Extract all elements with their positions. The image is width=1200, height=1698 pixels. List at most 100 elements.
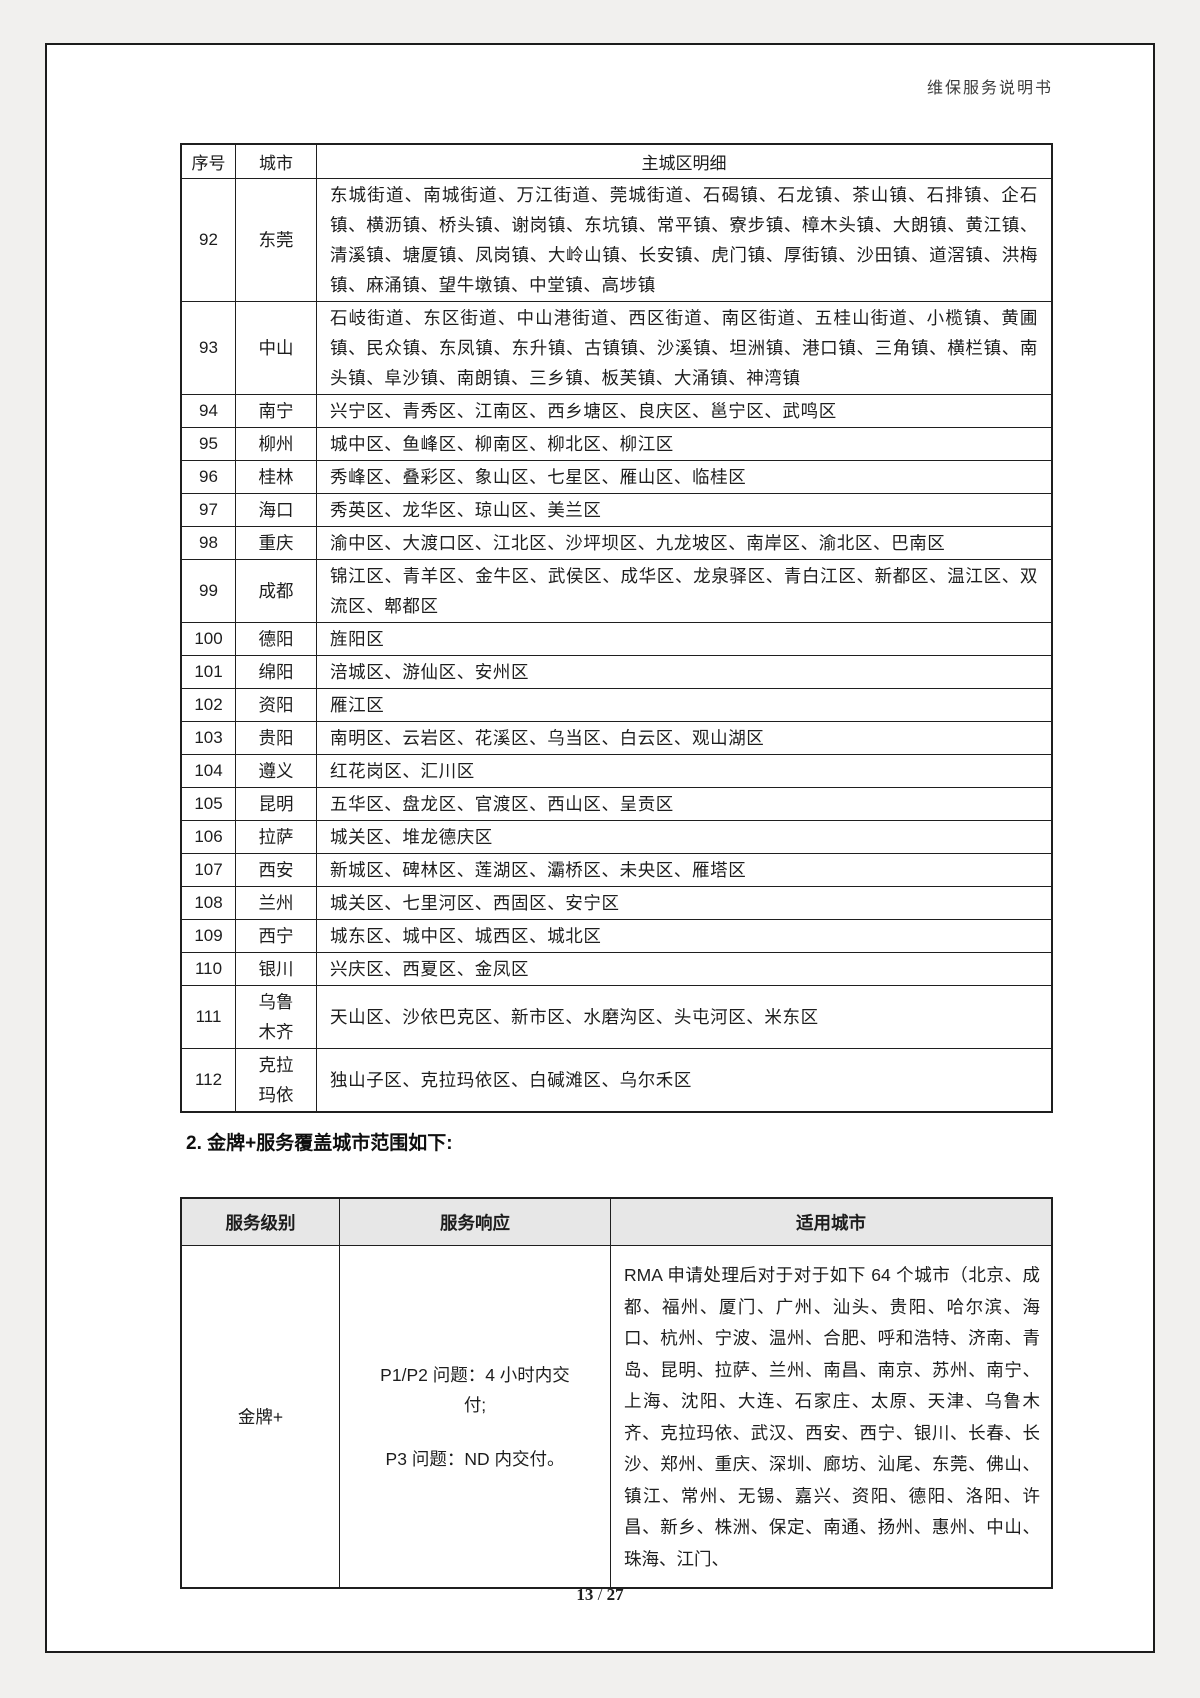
city-cell: 西宁 [235,919,317,953]
serial-cell: 107 [180,853,236,887]
column-header-service-level: 服务级别 [180,1197,340,1246]
table-row: 111 乌鲁木齐 天山区、沙依巴克区、新市区、水磨沟区、头屯河区、米东区 [180,985,1053,1049]
city-cell: 成都 [235,559,317,623]
serial-cell: 101 [180,655,236,689]
serial-cell: 111 [180,985,236,1049]
districts-cell: 兴宁区、青秀区、江南区、西乡塘区、良庆区、邕宁区、武鸣区 [316,394,1053,428]
table-row: 109 西宁 城东区、城中区、城西区、城北区 [180,919,1053,953]
response-p1p2: P1/P2 问题：4 小时内交付; [380,1364,570,1415]
column-header-no: 序号 [180,143,236,179]
table-row: 107 西安 新城区、碑林区、莲湖区、灞桥区、未央区、雁塔区 [180,853,1053,887]
section-heading: 2. 金牌+服务覆盖城市范围如下: [186,1133,453,1154]
service-level-cell: 金牌+ [180,1245,340,1589]
city-cell: 德阳 [235,622,317,656]
districts-cell: 秀峰区、叠彩区、象山区、七星区、雁山区、临桂区 [316,460,1053,494]
city-districts-table: 序号 城市 主城区明细 92 东莞 东城街道、南城街道、万江街道、莞城街道、石碣镇、… [180,143,1053,1113]
city-cell: 贵阳 [235,721,317,755]
serial-cell: 109 [180,919,236,953]
page-separator: / [597,1585,603,1604]
table-row: 94 南宁 兴宁区、青秀区、江南区、西乡塘区、良庆区、邕宁区、武鸣区 [180,394,1053,428]
table-row: 96 桂林 秀峰区、叠彩区、象山区、七星区、雁山区、临桂区 [180,460,1053,494]
city-cell: 银川 [235,952,317,986]
districts-cell: 旌阳区 [316,622,1053,656]
response-p3: P3 问题：ND 内交付。 [385,1448,565,1469]
table-row: 101 绵阳 涪城区、游仙区、安州区 [180,655,1053,689]
city-cell: 东莞 [235,178,317,302]
districts-cell: 锦江区、青羊区、金牛区、武侯区、成华区、龙泉驿区、青白江区、新都区、温江区、双流… [316,559,1053,623]
header-row: 服务级别 服务响应 适用城市 [180,1197,1053,1246]
city-cell: 重庆 [235,526,317,560]
page-total: 27 [606,1585,624,1604]
districts-cell: 红花岗区、汇川区 [316,754,1053,788]
serial-cell: 106 [180,820,236,854]
city-cell: 遵义 [235,754,317,788]
city-cell: 拉萨 [235,820,317,854]
applicable-cities-cell: RMA 申请处理后对于对于如下 64 个城市（北京、成都、福州、厦门、广州、汕头… [610,1245,1053,1589]
city-districts-table-header: 序号 城市 主城区明细 [180,143,1053,179]
city-cell: 乌鲁木齐 [235,985,317,1049]
page-number: 13 / 27 [0,1585,1200,1605]
serial-cell: 99 [180,559,236,623]
service-response-cell: P1/P2 问题：4 小时内交付; P3 问题：ND 内交付。 [339,1245,611,1589]
table-row: 93 中山 石岐街道、东区街道、中山港街道、西区街道、南区街道、五桂山街道、小榄镇、… [180,301,1053,395]
document-title: 维保服务说明书 [926,80,1053,97]
city-cell: 南宁 [235,394,317,428]
serial-cell: 93 [180,301,236,395]
city-cell: 绵阳 [235,655,317,689]
column-header-districts: 主城区明细 [316,143,1053,179]
table-row: 金牌+ P1/P2 问题：4 小时内交付; P3 问题：ND 内交付。 RMA … [180,1245,1053,1589]
serial-cell: 105 [180,787,236,821]
serial-cell: 98 [180,526,236,560]
table-row: 100 德阳 旌阳区 [180,622,1053,656]
city-cell: 昆明 [235,787,317,821]
serial-cell: 92 [180,178,236,302]
service-coverage-table-header: 服务级别 服务响应 适用城市 [180,1197,1053,1246]
city-cell: 兰州 [235,886,317,920]
city-cell: 资阳 [235,688,317,722]
serial-cell: 112 [180,1048,236,1113]
serial-cell: 110 [180,952,236,986]
districts-cell: 渝中区、大渡口区、江北区、沙坪坝区、九龙坡区、南岸区、渝北区、巴南区 [316,526,1053,560]
table-row: 102 资阳 雁江区 [180,688,1053,722]
header-row: 序号 城市 主城区明细 [180,143,1053,179]
districts-cell: 城中区、鱼峰区、柳南区、柳北区、柳江区 [316,427,1053,461]
city-cell: 海口 [235,493,317,527]
districts-cell: 石岐街道、东区街道、中山港街道、西区街道、南区街道、五桂山街道、小榄镇、黄圃镇、… [316,301,1053,395]
page-current: 13 [576,1585,594,1604]
districts-cell: 城关区、堆龙德庆区 [316,820,1053,854]
districts-cell: 东城街道、南城街道、万江街道、莞城街道、石碣镇、石龙镇、茶山镇、石排镇、企石镇、… [316,178,1053,302]
serial-cell: 104 [180,754,236,788]
city-cell: 西安 [235,853,317,887]
serial-cell: 102 [180,688,236,722]
districts-cell: 雁江区 [316,688,1053,722]
serial-cell: 103 [180,721,236,755]
districts-cell: 涪城区、游仙区、安州区 [316,655,1053,689]
serial-cell: 94 [180,394,236,428]
districts-cell: 新城区、碑林区、莲湖区、灞桥区、未央区、雁塔区 [316,853,1053,887]
districts-cell: 城东区、城中区、城西区、城北区 [316,919,1053,953]
serial-cell: 95 [180,427,236,461]
table-row: 106 拉萨 城关区、堆龙德庆区 [180,820,1053,854]
column-header-service-response: 服务响应 [339,1197,611,1246]
city-cell: 柳州 [235,427,317,461]
table-row: 104 遵义 红花岗区、汇川区 [180,754,1053,788]
districts-cell: 兴庆区、西夏区、金凤区 [316,952,1053,986]
table-row: 110 银川 兴庆区、西夏区、金凤区 [180,952,1053,986]
districts-cell: 独山子区、克拉玛依区、白碱滩区、乌尔禾区 [316,1048,1053,1113]
table-row: 99 成都 锦江区、青羊区、金牛区、武侯区、成华区、龙泉驿区、青白江区、新都区、温江… [180,559,1053,623]
column-header-city: 城市 [235,143,317,179]
service-coverage-table: 服务级别 服务响应 适用城市 金牌+ P1/P2 问题：4 小时内交付; P3 … [180,1197,1053,1589]
districts-cell: 五华区、盘龙区、官渡区、西山区、呈贡区 [316,787,1053,821]
districts-cell: 城关区、七里河区、西固区、安宁区 [316,886,1053,920]
table-row: 108 兰州 城关区、七里河区、西固区、安宁区 [180,886,1053,920]
table-row: 105 昆明 五华区、盘龙区、官渡区、西山区、呈贡区 [180,787,1053,821]
serial-cell: 96 [180,460,236,494]
districts-cell: 南明区、云岩区、花溪区、乌当区、白云区、观山湖区 [316,721,1053,755]
serial-cell: 100 [180,622,236,656]
city-cell: 克拉玛依 [235,1048,317,1113]
table-row: 103 贵阳 南明区、云岩区、花溪区、乌当区、白云区、观山湖区 [180,721,1053,755]
city-cell: 桂林 [235,460,317,494]
serial-cell: 108 [180,886,236,920]
serial-cell: 97 [180,493,236,527]
